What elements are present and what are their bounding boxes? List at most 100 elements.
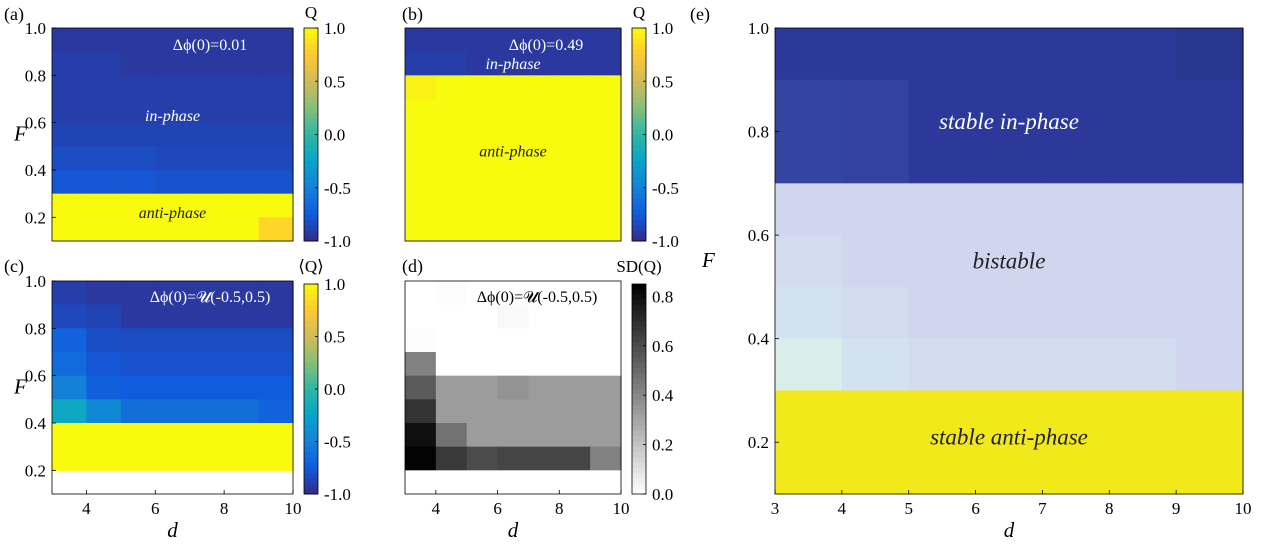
heatmap-cell-a (189, 122, 225, 147)
heatmap-cell-e (1042, 286, 1110, 340)
colorbar-segment-a (304, 134, 318, 141)
colorbar-segment-a (304, 182, 318, 189)
heatmap-cell-d (497, 304, 530, 329)
x-tick-label-d: 10 (613, 499, 630, 518)
heatmap-cell-b (590, 146, 622, 171)
y-tick-label-a: 1.0 (25, 19, 46, 38)
plot-frame-d (404, 280, 622, 495)
y-axis-label-a: F (13, 122, 27, 146)
heatmap-cell-e (1042, 183, 1110, 236)
region-label-e: stable in-phase (939, 109, 1079, 134)
heatmap-cell-d (559, 281, 591, 306)
heatmap-cell-e (1042, 131, 1110, 184)
heatmap-cell-a (258, 51, 294, 76)
heatmap-cell-c (52, 304, 88, 329)
colorbar-segment-a (304, 235, 318, 242)
heatmap-cell-b (435, 170, 468, 195)
heatmap-cell-a (224, 28, 260, 53)
heatmap-cell-b (405, 51, 437, 76)
heatmap-cell-d (559, 375, 591, 400)
heatmap-cell-e (908, 28, 977, 81)
heatmap-cell-d (590, 281, 622, 306)
colorbar-segment-c (304, 488, 318, 495)
colorbar-segment-a (304, 177, 318, 183)
heatmap-cell-e (1176, 131, 1244, 184)
colorbar-segment-d (632, 404, 646, 411)
colorbar-segment-d (632, 478, 646, 484)
colorbar-segment-c (304, 289, 318, 295)
heatmap-cell-a (120, 99, 156, 124)
heatmap-cell-d (405, 423, 437, 448)
heatmap-cell-c (155, 399, 191, 424)
heatmap-cell-e (775, 235, 843, 288)
colorbar-segment-b (632, 209, 646, 215)
heatmap-cell-b (466, 217, 499, 242)
heatmap-cell-c (86, 352, 122, 377)
heatmap-cell-a (52, 99, 88, 124)
heatmap-cell-c (258, 304, 294, 329)
heatmap-cell-a (120, 75, 156, 100)
heatmap-cell-b (528, 193, 560, 218)
heatmap-cell-d (405, 375, 437, 400)
colorbar-segment-b (632, 70, 646, 77)
heatmap-cell-b (435, 193, 468, 218)
colorbar-segment-d (632, 368, 646, 374)
heatmap-cell-e (1176, 390, 1244, 495)
heatmap-cell-d (528, 470, 560, 495)
heatmap-cell-c (224, 304, 260, 329)
heatmap-cell-a (86, 51, 122, 76)
y-tick-label-a: 0.6 (25, 114, 46, 133)
x-axis-label-c: d (167, 518, 178, 542)
colorbar-segment-b (632, 230, 646, 237)
colorbar-segment-d (632, 320, 646, 327)
annotation-b: Δϕ(0)=0.49 (509, 37, 583, 54)
heatmap-cell-a (120, 146, 156, 171)
colorbar-tick-label-b: -0.5 (652, 179, 679, 198)
colorbar-segment-c (304, 305, 318, 311)
colorbar-segment-b (632, 129, 646, 135)
heatmap-cell-b (466, 146, 499, 171)
heatmap-cell-d (466, 304, 499, 329)
colorbar-segment-a (304, 75, 318, 82)
heatmap-cell-e (775, 131, 843, 184)
heatmap-cell-e (1109, 235, 1177, 288)
heatmap-cell-a (189, 217, 225, 242)
heatmap-cell-d (497, 446, 530, 471)
heatmap-cell-a (258, 75, 294, 100)
colorbar-segment-d (632, 425, 646, 432)
colorbar-segment-d (632, 362, 646, 369)
colorbar-segment-c (304, 378, 318, 385)
colorbar-segment-c (304, 299, 318, 306)
y-tick-label-a: 0.4 (25, 161, 47, 180)
colorbar-tick-label-d: 0.2 (652, 436, 673, 455)
colorbar-tick-label-c: -1.0 (324, 485, 351, 504)
heatmap-cell-a (120, 51, 156, 76)
colorbar-segment-b (632, 225, 646, 231)
heatmap-cell-d (497, 281, 530, 306)
heatmap-cell-c (86, 281, 122, 306)
heatmap-cell-d (559, 304, 591, 329)
heatmap-cell-b (590, 75, 622, 100)
heatmap-cell-b (590, 51, 622, 76)
colorbar-segment-a (304, 214, 318, 221)
heatmap-cell-a (224, 51, 260, 76)
heatmap-cell-d (466, 375, 499, 400)
colorbar-segment-b (632, 203, 646, 210)
heatmap-cell-a (258, 193, 294, 218)
heatmap-cell-c (120, 352, 156, 377)
y-axis-label-e: F (701, 248, 715, 272)
colorbar-segment-b (632, 54, 646, 61)
colorbar-segment-d (632, 457, 646, 463)
colorbar-segment-b (632, 97, 646, 104)
heatmap-cell-c (189, 352, 225, 377)
colorbar-segment-b (632, 171, 646, 178)
colorbar-segment-c (304, 457, 318, 463)
colorbar-segment-d (632, 467, 646, 474)
heatmap-cell-d (466, 399, 499, 424)
heatmap-cell-c (52, 352, 88, 377)
colorbar-segment-a (304, 118, 318, 125)
y-axis-label-c: F (13, 375, 27, 399)
heatmap-cell-e (775, 183, 843, 236)
colorbar-segment-b (632, 123, 646, 130)
heatmap-cell-c (258, 399, 294, 424)
